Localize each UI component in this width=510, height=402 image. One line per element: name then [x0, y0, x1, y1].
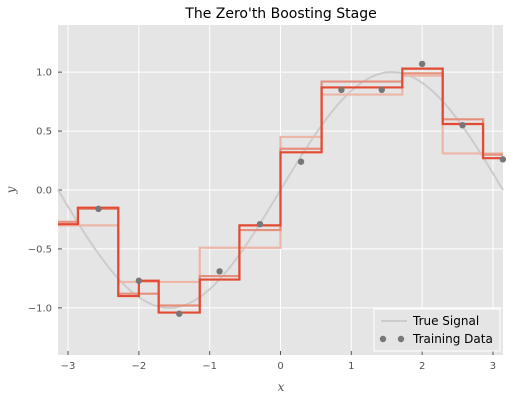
training-data-point: [499, 156, 507, 163]
legend-box: [373, 308, 501, 352]
training-data-point: [338, 86, 345, 94]
y-axis-label: y: [4, 186, 18, 194]
y-tick-label: 0.5: [36, 127, 52, 138]
x-tick-label: −1: [202, 361, 217, 372]
y-tick-label: 0.0: [36, 186, 52, 197]
x-tick-label: 3: [490, 361, 496, 372]
training-data-point: [176, 310, 183, 317]
x-tick-label: 0: [277, 361, 283, 372]
step-series-line-1: [58, 74, 503, 284]
x-tick-label: 1: [348, 361, 354, 372]
y-tick-label: −1.0: [28, 303, 52, 314]
y-axis-ticks: −1.0 −0.5 0.0 0.5 1.0: [28, 68, 62, 314]
chart-title: The Zero'th Boosting Stage: [184, 6, 376, 22]
training-data-point: [297, 158, 305, 165]
training-data-point: [459, 121, 466, 129]
x-tick-label: −3: [61, 361, 76, 372]
x-axis-label: x: [278, 380, 285, 394]
legend: True Signal Training Data: [373, 308, 501, 352]
training-data-point: [256, 220, 264, 228]
x-axis-ticks: −3 −2 −1 0 1 2 3: [61, 351, 496, 372]
training-data-point: [216, 268, 223, 275]
training-data-point: [135, 277, 143, 284]
legend-training-swatch-right: [397, 335, 405, 343]
legend-training-data-label: Training Data: [412, 332, 493, 346]
legend-training-swatch-left: [379, 335, 387, 343]
series-layer: [57, 60, 507, 317]
step-series-line-3: [58, 67, 503, 314]
x-tick-label: −2: [131, 361, 146, 372]
training-data-point: [378, 86, 385, 94]
x-tick-label: 2: [419, 361, 425, 372]
training-data-point: [95, 205, 102, 213]
legend-true-signal-label: True Signal: [412, 314, 479, 328]
y-tick-label: 1.0: [36, 68, 52, 79]
y-tick-label: −0.5: [28, 244, 52, 255]
training-data-point: [418, 60, 426, 68]
